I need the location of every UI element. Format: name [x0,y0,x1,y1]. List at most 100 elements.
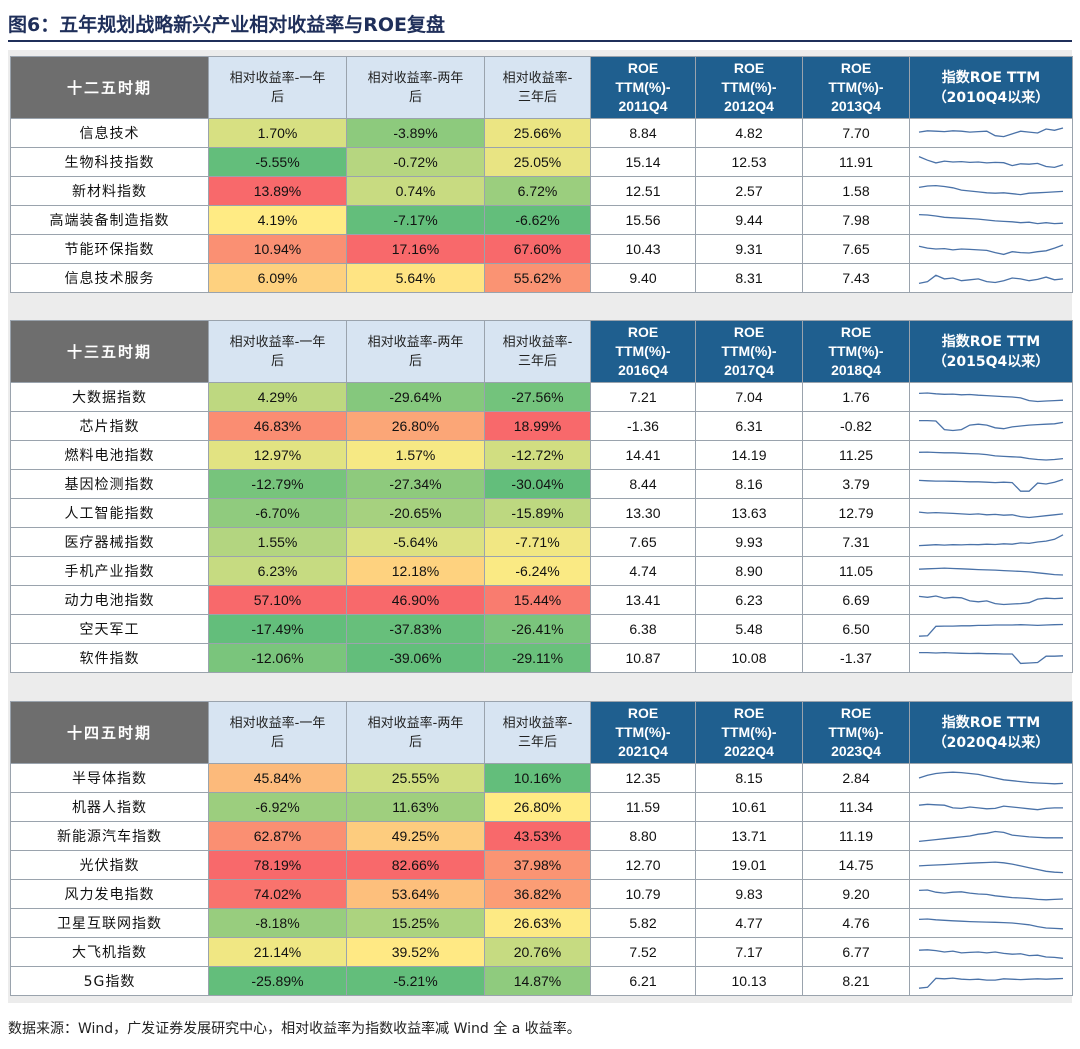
index-name: 动力电池指数 [10,585,209,615]
relative-return-cell: -0.72% [346,147,485,177]
return-header-line: 相对收益率- [502,334,573,350]
relative-return-cell: 0.74% [346,176,485,206]
roe-sparkline [918,184,1064,196]
sparkline-path [918,127,1064,138]
relative-return-cell: 21.14% [208,937,347,967]
sparkline-path [919,651,1064,665]
relative-return-cell: 45.84% [208,763,347,793]
return-header-ret2: 相对收益率-两年后 [346,701,485,764]
relative-return-cell: 53.64% [346,879,485,909]
relative-return-cell: 17.16% [346,234,485,264]
roe-cell: 6.77 [802,937,910,967]
roe-cell: 4.74 [590,556,696,586]
roe-header-line: TTM(%)- [721,343,777,359]
return-header-line: 相对收益率- [502,70,573,86]
roe-trend-header-line: 指数ROE TTM [941,333,1041,350]
roe-header-line: ROE [733,60,765,76]
return-header-line: 相对收益率-一年 [229,334,326,350]
roe-sparkline [918,803,1063,811]
roe-header-line: TTM(%)- [721,724,777,740]
roe-cell: 7.65 [590,527,696,557]
relative-return-cell: -3.89% [346,118,485,148]
relative-return-cell: 26.63% [484,908,591,938]
roe-sparkline-cell [909,908,1073,938]
roe-sparkline-cell [909,966,1073,996]
relative-return-cell: 5.64% [346,263,485,293]
relative-return-cell: 43.53% [484,821,591,851]
sparkline-path [918,451,1064,461]
roe-header: ROE TTM(%)- 2023Q4 [802,701,910,764]
period-table: 十二五时期 相对收益率-一年后相对收益率-两年后相对收益率- 三年后 ROE TTM(%… [10,56,1073,293]
table-row: 新能源汽车指数 62.87% 49.25% 43.53% 8.80 13.71 11.19 [10,821,1073,851]
return-header-line: 后 [408,734,422,750]
return-header-line: 后 [270,353,284,369]
roe-cell: -1.36 [590,411,696,441]
roe-sparkline-cell [909,147,1073,177]
return-header-ret1: 相对收益率-一年后 [208,320,347,383]
index-name: 光伏指数 [10,850,209,880]
return-header-line: 三年后 [517,734,557,750]
roe-header-line: ROE [840,705,872,721]
roe-cell: 6.31 [695,411,803,441]
roe-cell: 11.59 [590,792,696,822]
roe-sparkline [919,651,1064,665]
table-row: 软件指数 -12.06% -39.06% -29.11% 10.87 10.08 -1.37 [10,643,1073,673]
roe-cell: 7.17 [695,937,803,967]
roe-cell: 7.31 [802,527,910,557]
roe-cell: 10.43 [590,234,696,264]
relative-return-cell: 55.62% [484,263,591,293]
relative-return-cell: 1.55% [208,527,347,557]
relative-return-cell: -29.64% [346,382,485,412]
roe-header-line: 2022Q4 [724,743,774,759]
roe-cell: 6.23 [695,585,803,615]
roe-sparkline-cell [909,440,1073,470]
relative-return-cell: 57.10% [208,585,347,615]
header-row: 十四五时期 相对收益率-一年后相对收益率-两年后相对收益率- 三年后 ROE TTM(%… [10,701,1073,764]
roe-trend-header: 指数ROE TTM （2010Q4以来） [909,56,1073,119]
roe-header-line: 2018Q4 [831,362,881,378]
roe-header-line: ROE [627,324,659,340]
roe-cell: 8.15 [695,763,803,793]
period-table: 十四五时期 相对收益率-一年后相对收益率-两年后相对收益率- 三年后 ROE TTM(%… [10,701,1073,996]
roe-cell: -1.37 [802,643,910,673]
table-row: 大飞机指数 21.14% 39.52% 20.76% 7.52 7.17 6.77 [10,937,1073,967]
relative-return-cell: 11.63% [346,792,485,822]
sparkline-path [918,156,1064,169]
index-name: 信息技术 [10,118,209,148]
roe-cell: 7.04 [695,382,803,412]
roe-cell: 14.41 [590,440,696,470]
table-row: 基因检测指数 -12.79% -27.34% -30.04% 8.44 8.16 3.79 [10,469,1073,499]
relative-return-cell: 1.57% [346,440,485,470]
return-header-line: 后 [408,353,422,369]
roe-cell: 5.82 [590,908,696,938]
roe-cell: 2.57 [695,176,803,206]
relative-return-cell: 6.09% [208,263,347,293]
roe-cell: 13.30 [590,498,696,528]
roe-sparkline-cell [909,556,1073,586]
roe-sparkline [919,419,1064,432]
table-row: 医疗器械指数 1.55% -5.64% -7.71% 7.65 9.93 7.31 [10,527,1073,557]
table-row: 人工智能指数 -6.70% -20.65% -15.89% 13.30 13.63 12.7… [10,498,1073,528]
return-header-ret2: 相对收益率-两年后 [346,56,485,119]
return-header-line: 相对收益率-一年 [229,715,326,731]
roe-sparkline-cell [909,585,1073,615]
roe-sparkline-cell [909,469,1073,499]
relative-return-cell: -6.70% [208,498,347,528]
roe-cell: 8.16 [695,469,803,499]
roe-sparkline [918,918,1064,930]
sparkline-path [918,511,1064,519]
relative-return-cell: 49.25% [346,821,485,851]
table-row: 燃料电池指数 12.97% 1.57% -12.72% 14.41 14.19 11.25 [10,440,1073,470]
roe-cell: 9.20 [802,879,910,909]
return-header-line: 后 [408,89,422,105]
header-row: 十三五时期 相对收益率-一年后相对收益率-两年后相对收益率- 三年后 ROE TTM(%… [10,320,1073,383]
relative-return-cell: -5.55% [208,147,347,177]
index-name: 机器人指数 [10,792,209,822]
roe-cell: 9.31 [695,234,803,264]
relative-return-cell: 25.05% [484,147,591,177]
relative-return-cell: 1.70% [208,118,347,148]
roe-header-line: TTM(%)- [721,79,777,95]
return-header-line: 相对收益率-一年 [229,70,326,86]
roe-cell: 13.63 [695,498,803,528]
roe-sparkline [918,127,1064,138]
